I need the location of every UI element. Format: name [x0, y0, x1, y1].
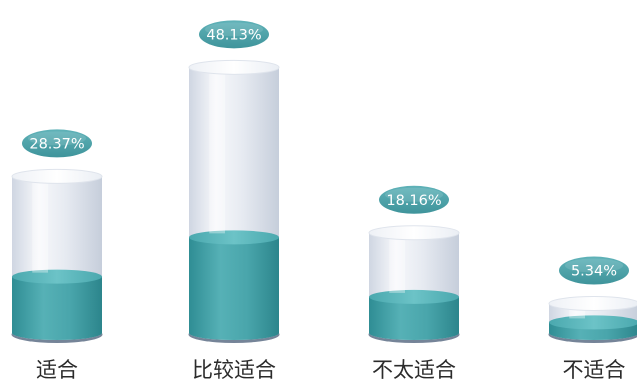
cylinder-fill-top: [549, 315, 637, 330]
value-label-shine: [385, 187, 443, 202]
cylinder-fill-top: [189, 230, 279, 245]
value-label-bubble: [199, 20, 269, 49]
cylinder-top: [188, 59, 280, 75]
cylinder-fill: [12, 276, 102, 340]
cylinder-highlight: [32, 180, 48, 273]
cylinder-fill-top: [369, 289, 459, 304]
value-label-shine: [28, 131, 86, 146]
cylinder-highlight: [209, 71, 225, 234]
value-label-4: 5.34%: [559, 256, 629, 285]
category-label-4: 不适合: [563, 358, 626, 382]
value-label-text: 5.34%: [571, 264, 617, 280]
value-label-text: 28.37%: [29, 136, 84, 152]
cylinder-top: [11, 168, 103, 184]
cylinder-highlight: [569, 307, 585, 319]
cylinder-fill: [369, 296, 459, 340]
cylinder-bar-4: [548, 296, 637, 343]
category-label-2: 比较适合: [192, 358, 276, 382]
value-label-1: 28.37%: [22, 129, 92, 158]
value-label-2: 48.13%: [199, 20, 269, 49]
cylinder-bar-3: [368, 225, 460, 343]
category-label-1: 适合: [36, 358, 78, 382]
value-label-text: 48.13%: [206, 27, 261, 43]
value-label-shine: [205, 22, 263, 37]
cylinder-fill: [189, 237, 279, 340]
cylinder-top: [368, 225, 460, 241]
category-label-3: 不太适合: [372, 358, 456, 382]
cylinder-highlight: [389, 236, 405, 293]
cylinder-top: [548, 296, 637, 312]
cylinder-bar-1: [11, 168, 103, 343]
value-label-text: 18.16%: [386, 193, 441, 209]
cylinder-fill-top: [12, 269, 102, 284]
bars-layer: 28.37% 适合 48.13% 比较适合 18.16% 不太适合 5.34% 不适合: [11, 20, 637, 382]
value-label-bubble: [22, 129, 92, 158]
value-label-bubble: [559, 256, 629, 285]
value-label-bubble: [379, 185, 449, 214]
value-label-shine: [565, 258, 623, 273]
value-label-3: 18.16%: [379, 185, 449, 214]
cylinder-bar-2: [188, 59, 280, 343]
